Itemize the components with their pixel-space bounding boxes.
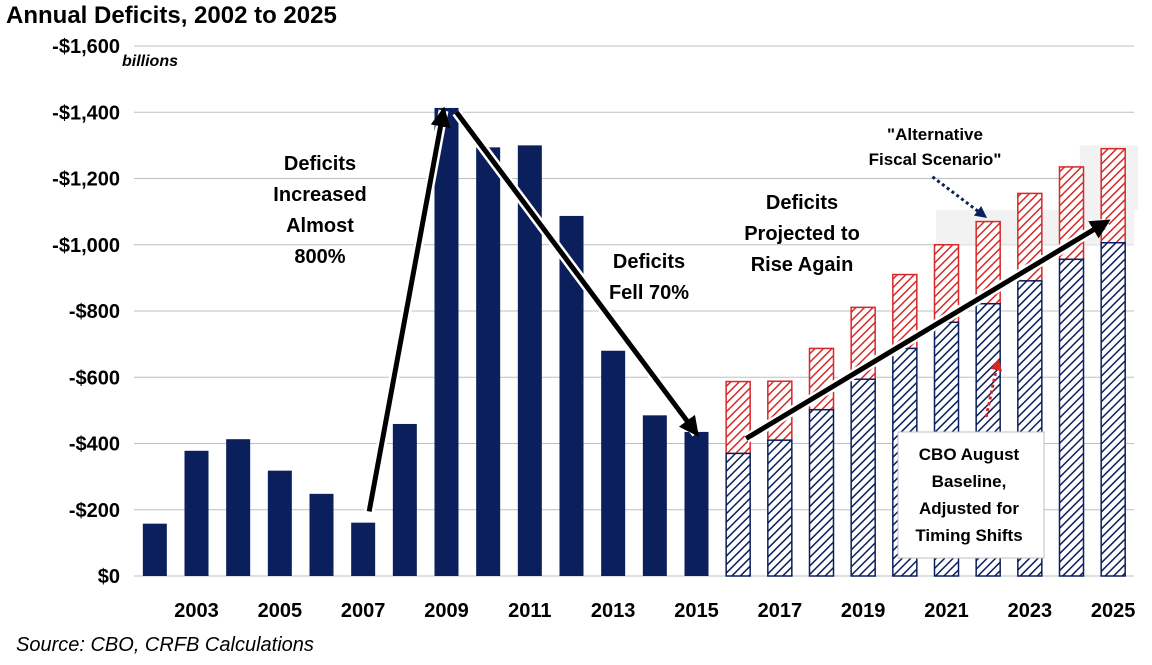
y-tick-label: -$600 (69, 367, 120, 389)
y-tick-label: -$1,600 (52, 36, 120, 58)
annotation-line: Baseline, (932, 472, 1007, 491)
y-tick-label: -$400 (69, 434, 120, 456)
rise-arrow (744, 219, 1111, 441)
annotation-rise: Deficits Projected to Rise Again (744, 192, 860, 276)
annotation-line: Deficits (766, 192, 838, 214)
bar-baseline-2017 (767, 439, 793, 577)
bar-alternative-2016 (725, 380, 751, 455)
bar-baseline-2024 (1058, 258, 1085, 577)
annotation-line: "Alternative (887, 125, 983, 144)
bar-baseline-2019 (850, 378, 876, 577)
bar-actual-2009 (434, 107, 459, 576)
bar-baseline-2016 (725, 452, 751, 577)
annotation-line: 800% (294, 246, 345, 268)
y-tick-label: -$1,000 (52, 235, 120, 257)
bar-baseline-2025 (1100, 242, 1126, 577)
annotation-line: Deficits (613, 251, 685, 273)
annotation-line: Rise Again (751, 254, 854, 276)
bar-actual-2014 (642, 415, 667, 576)
annotation-line: Fiscal Scenario" (869, 150, 1002, 169)
x-tick-label: 2021 (924, 600, 969, 622)
annotation-line: Projected to (744, 223, 860, 245)
annotation-increase: Deficits Increased Almost 800% (273, 153, 366, 268)
y-tick-label: -$1,200 (52, 169, 120, 191)
x-tick-label: 2005 (258, 600, 303, 622)
x-tick-label: 2017 (758, 600, 803, 622)
x-tick-label: 2019 (841, 600, 886, 622)
bar-baseline-2018 (808, 408, 835, 577)
y-tick-label: -$200 (69, 500, 120, 522)
x-tick-label: 2023 (1008, 600, 1053, 622)
y-tick-label: -$800 (69, 301, 120, 323)
annotation-line: Adjusted for (919, 499, 1019, 518)
chart-source: Source: CBO, CRFB Calculations (16, 634, 314, 656)
x-tick-label: 2009 (424, 600, 469, 622)
annotation-alt: "Alternative Fiscal Scenario" (869, 125, 1002, 169)
bar-actual-2004 (226, 439, 251, 576)
x-tick-label: 2013 (591, 600, 636, 622)
annotation-line: Increased (273, 184, 366, 206)
bar-actual-2010 (476, 147, 501, 577)
annotation-line: CBO August (919, 445, 1020, 464)
bar-actual-2008 (392, 423, 417, 576)
bar-actual-2003 (184, 450, 209, 576)
x-tick-label: 2025 (1091, 600, 1136, 622)
x-tick-label: 2015 (674, 600, 719, 622)
bar-actual-2013 (601, 350, 626, 576)
increase-arrow (366, 106, 451, 512)
bar-alternative-2021 (933, 244, 960, 324)
annotation-line: Almost (286, 215, 354, 237)
baseline-callout-box (897, 431, 1045, 559)
bar-actual-2007 (351, 522, 376, 576)
fell-arrow (454, 110, 699, 437)
bar-actual-2005 (267, 470, 292, 576)
y-tick-label: $0 (98, 566, 120, 588)
x-tick-label: 2011 (508, 600, 551, 622)
x-tick-label: 2007 (341, 600, 386, 622)
annotation-baseline: CBO August Baseline, Adjusted for Timing Sh… (915, 445, 1022, 545)
alt-pointer-arrow (931, 175, 988, 219)
bar-actual-2015 (684, 431, 709, 576)
chart-title: Annual Deficits, 2002 to 2025 (6, 2, 337, 29)
unit-label: billions (122, 53, 178, 70)
y-tick-label: -$1,400 (52, 102, 120, 124)
bar-actual-2006 (309, 493, 334, 576)
x-tick-label: 2003 (174, 600, 219, 622)
annotation-fell: Deficits Fell 70% (609, 251, 689, 304)
bar-actual-2002 (142, 523, 167, 576)
annotation-line: Deficits (284, 153, 356, 175)
annotation-line: Timing Shifts (915, 526, 1022, 545)
annotation-line: Fell 70% (609, 282, 689, 304)
